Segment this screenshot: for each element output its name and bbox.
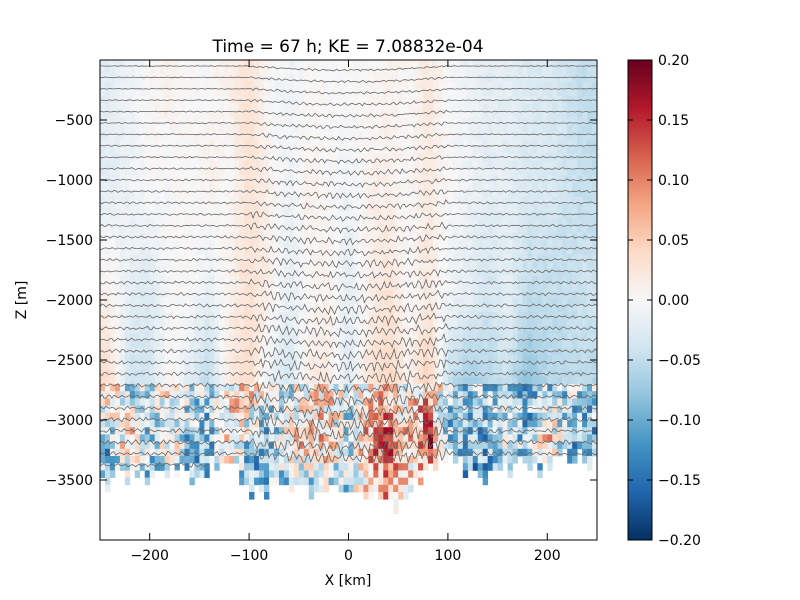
density-contour-line <box>100 425 597 443</box>
density-contour-line <box>100 278 597 293</box>
y-tick-label: −1500 <box>46 233 93 249</box>
y-axis-label: Z [m] <box>14 281 30 320</box>
y-tick-label: −2500 <box>46 353 93 369</box>
colorbar-tick-label: 0.05 <box>658 233 689 249</box>
heatmap-field <box>100 60 597 514</box>
density-contour-line <box>100 221 597 234</box>
y-tick-label: −1000 <box>46 173 93 189</box>
density-contour-line <box>100 391 597 407</box>
density-contour-line <box>100 413 597 432</box>
colorbar-tick-label: −0.10 <box>658 413 701 429</box>
colorbar-tick-label: 0.20 <box>658 53 689 69</box>
density-contour-line <box>100 210 597 222</box>
density-contour-line <box>100 447 597 465</box>
x-tick-label: 100 <box>435 548 462 564</box>
colorbar-tick-label: −0.15 <box>658 473 701 489</box>
x-tick-label: −100 <box>230 548 268 564</box>
y-tick-label: −500 <box>55 113 93 129</box>
density-contour-line <box>100 87 597 95</box>
colorbar-tick-label: 0.00 <box>658 293 689 309</box>
density-contour-line <box>100 144 597 153</box>
y-axis: −500 −1000 −1500 −2000 −2500 −3000 −3500 <box>46 113 597 489</box>
colorbar-tick-label: −0.05 <box>658 353 701 369</box>
colorbar-ticks: 0.20 0.15 0.10 0.05 0.00 −0.05 −0.10 −0.15 −0.20 <box>628 53 701 549</box>
density-contour-line <box>100 346 597 361</box>
density-contour-line <box>100 333 597 349</box>
colorbar-tick-label: 0.10 <box>658 173 689 189</box>
density-contour-line <box>100 165 597 176</box>
colorbar-tick-label: 0.15 <box>658 113 689 129</box>
x-axis-label: X [km] <box>325 573 372 589</box>
density-contour-line <box>100 437 597 455</box>
density-contour-line <box>100 322 597 338</box>
density-contour-line <box>100 301 597 316</box>
x-tick-label: 200 <box>534 548 561 564</box>
colorbar-tick-label: −0.20 <box>658 533 701 549</box>
density-contours <box>100 65 597 469</box>
density-contour-line <box>100 267 597 279</box>
density-contour-line <box>100 245 597 257</box>
y-tick-label: −2000 <box>46 293 93 309</box>
density-contour-line <box>100 76 597 84</box>
density-contour-line <box>100 188 597 200</box>
density-contour-line <box>100 380 597 396</box>
density-contour-line <box>100 99 597 107</box>
density-contour-line <box>100 289 597 304</box>
density-contour-line <box>100 402 597 420</box>
density-contour-line <box>100 65 597 72</box>
x-tick-label: 0 <box>344 548 353 564</box>
density-contour-line <box>100 155 597 165</box>
density-contour-line <box>100 198 597 211</box>
density-contour-line <box>100 357 597 373</box>
y-tick-label: −3000 <box>46 413 93 429</box>
density-contour-line <box>100 233 597 246</box>
density-contour-line <box>100 461 210 469</box>
chart-title: Time = 67 h; KE = 7.08832e-04 <box>211 37 483 57</box>
x-tick-label: −200 <box>130 548 168 564</box>
x-axis: −200 −100 0 100 200 <box>130 60 561 564</box>
density-contour-line <box>100 109 597 119</box>
density-contour-line <box>100 312 597 327</box>
y-tick-label: −3500 <box>46 473 93 489</box>
density-contour-line <box>100 121 597 130</box>
density-contour-line <box>100 256 597 269</box>
density-contour-line <box>100 132 597 141</box>
density-contour-line <box>100 369 597 385</box>
density-contour-line <box>100 177 597 188</box>
